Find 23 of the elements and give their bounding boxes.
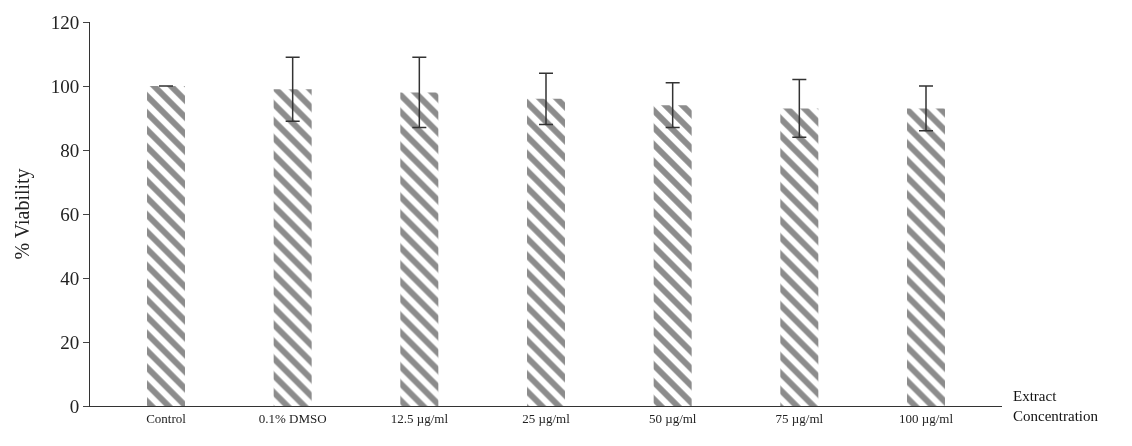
bar xyxy=(527,98,565,406)
x-tick-label: 75 µg/ml xyxy=(775,410,824,426)
y-tick-label: 60 xyxy=(60,203,80,225)
x-tick-label: 100 µg/ml xyxy=(898,410,954,426)
y-tick-label: 0 xyxy=(69,395,80,417)
y-tick-label: 120 xyxy=(50,11,80,33)
x-tick-label: 12.5 µg/ml xyxy=(390,410,449,426)
x-tick-label: Control xyxy=(146,410,187,426)
x-tick-label: 0.1% DMSO xyxy=(258,410,327,426)
bar xyxy=(147,86,185,406)
x-tick-label: 25 µg/ml xyxy=(522,410,571,426)
bar xyxy=(907,108,945,406)
bar xyxy=(273,89,312,406)
bar xyxy=(780,108,819,406)
y-axis-title: % Viability xyxy=(11,168,35,260)
y-tick-label: 100 xyxy=(50,75,80,97)
y-tick-label: 80 xyxy=(60,139,80,161)
y-tick-label: 40 xyxy=(60,267,80,289)
x-axis-title: Extract Concentration xyxy=(1013,388,1099,424)
x-tick-label: 50 µg/ml xyxy=(648,410,697,426)
y-tick-label: 20 xyxy=(60,331,80,353)
bar xyxy=(400,92,439,406)
bar xyxy=(653,105,692,406)
